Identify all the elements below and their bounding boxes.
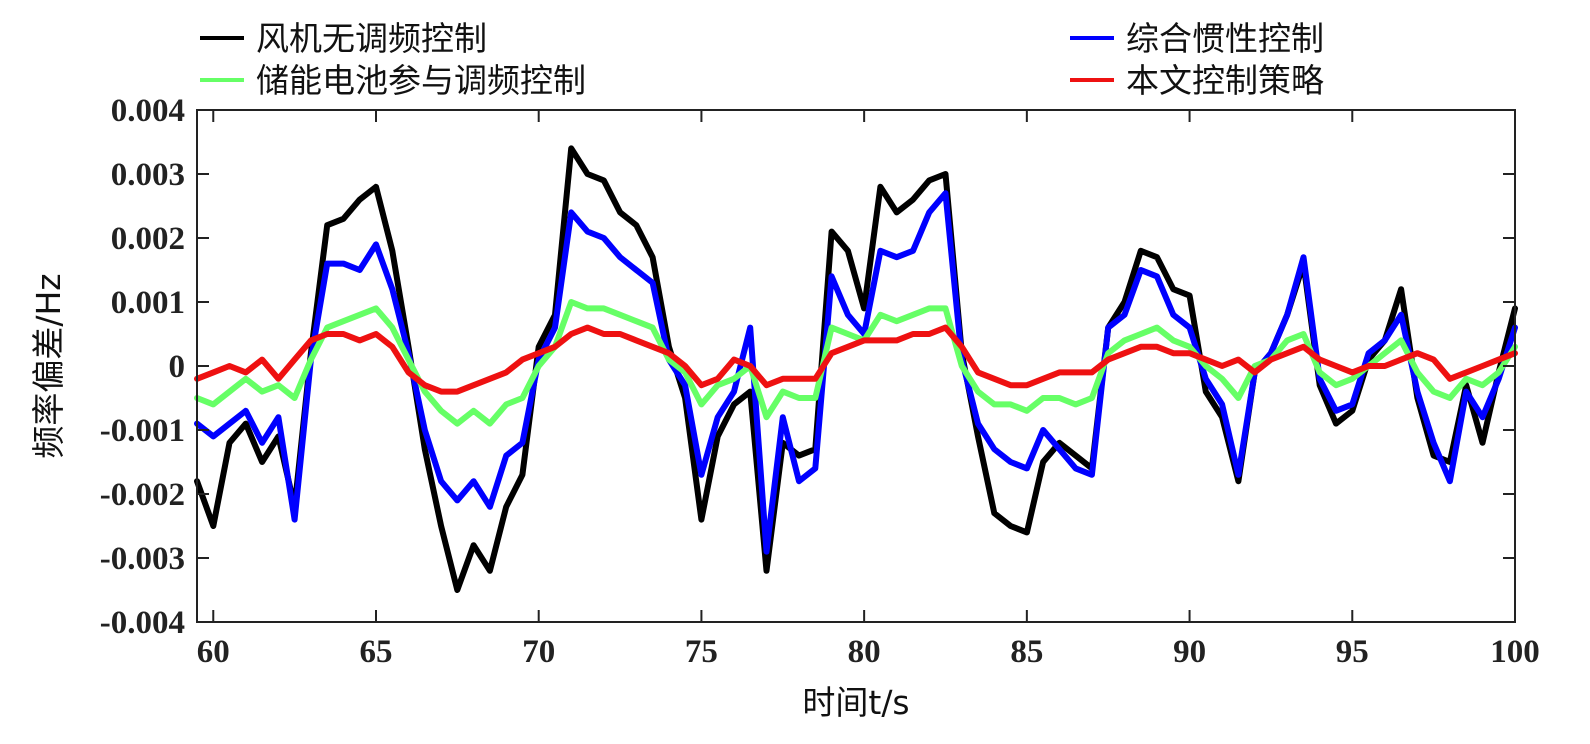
y-axis-title: 频率偏差/Hz <box>29 273 68 458</box>
x-axis-title: 时间t/s <box>802 683 909 722</box>
y-tick-label: -0.003 <box>100 541 185 577</box>
y-tick-label: -0.004 <box>100 605 185 641</box>
legend-label: 综合惯性控制 <box>1126 19 1324 58</box>
y-tick-label: -0.002 <box>100 477 185 513</box>
x-tick-label: 85 <box>1010 634 1043 670</box>
y-tick-label: 0.004 <box>111 93 185 129</box>
legend-label: 储能电池参与调频控制 <box>256 61 586 100</box>
x-tick-label: 65 <box>359 634 392 670</box>
y-tick-label: 0.001 <box>111 285 185 321</box>
x-tick-label: 100 <box>1490 634 1540 670</box>
axis-ticks: 60 65 70 75 80 85 90 95 100 0.004 0.003 0.002 0.001 0… <box>100 93 1540 670</box>
series-layer <box>194 145 1518 593</box>
series-line-4 <box>194 324 1518 395</box>
x-tick-label: 80 <box>848 634 881 670</box>
y-tick-label: 0.002 <box>111 221 185 257</box>
series-line-2 <box>194 190 1518 555</box>
y-tick-label: 0 <box>169 349 186 385</box>
x-tick-label: 75 <box>685 634 718 670</box>
legend-label: 风机无调频控制 <box>256 19 487 58</box>
x-tick-label: 70 <box>522 634 555 670</box>
x-tick-label: 90 <box>1173 634 1206 670</box>
legend-label: 本文控制策略 <box>1126 61 1324 100</box>
x-tick-label: 95 <box>1336 634 1369 670</box>
y-tick-label: -0.001 <box>100 413 185 449</box>
x-tick-label: 60 <box>197 634 230 670</box>
y-tick-label: 0.003 <box>111 157 185 193</box>
